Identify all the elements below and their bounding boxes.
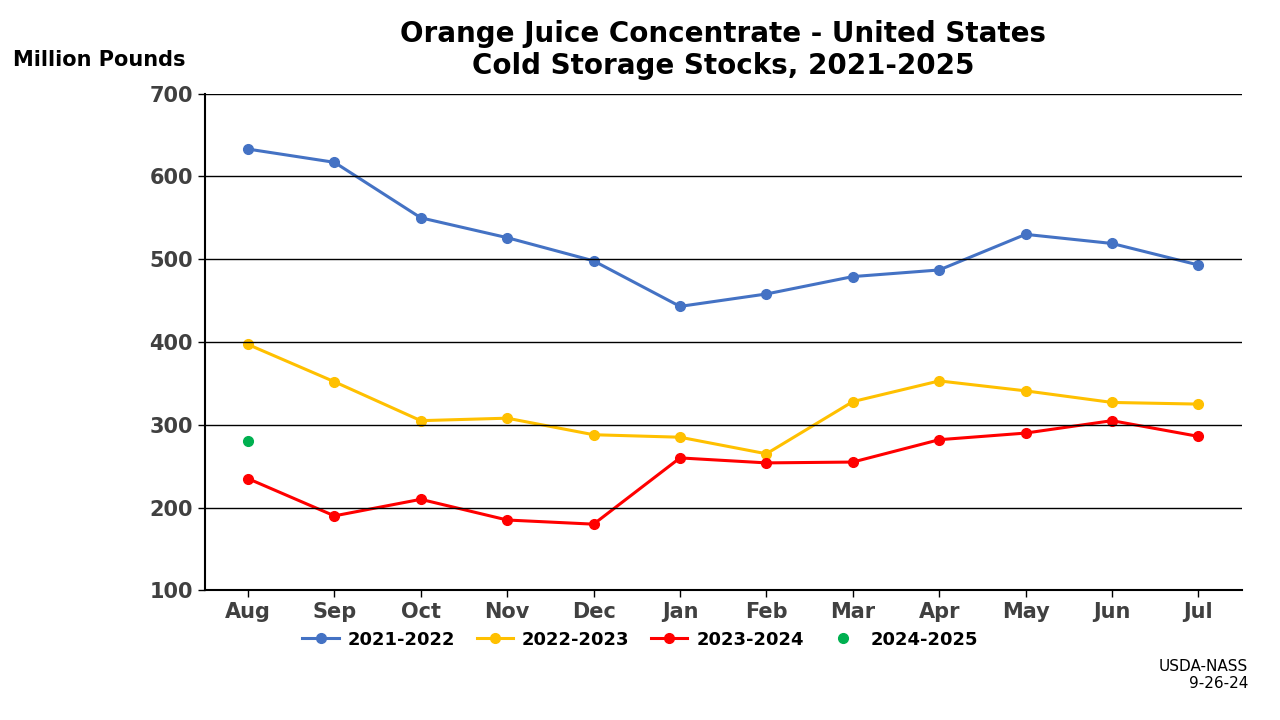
2023-2024 bbox=[241, 474, 256, 483]
2023-2024 bbox=[672, 454, 687, 462]
2021-2022 bbox=[413, 213, 429, 222]
2023-2024 bbox=[326, 511, 342, 520]
2021-2022 bbox=[1190, 261, 1206, 269]
2022-2023 bbox=[932, 377, 947, 385]
2023-2024 bbox=[1105, 416, 1120, 425]
Text: Million Pounds: Million Pounds bbox=[13, 50, 186, 71]
2021-2022 bbox=[241, 145, 256, 153]
Line: 2023-2024: 2023-2024 bbox=[243, 415, 1203, 529]
Legend: 2021-2022, 2022-2023, 2023-2024, 2024-2025: 2021-2022, 2022-2023, 2023-2024, 2024-20… bbox=[296, 624, 986, 656]
2023-2024 bbox=[932, 436, 947, 444]
2023-2024 bbox=[759, 459, 774, 467]
2021-2022 bbox=[759, 289, 774, 298]
2023-2024 bbox=[1190, 432, 1206, 441]
2023-2024 bbox=[499, 516, 515, 524]
Line: 2021-2022: 2021-2022 bbox=[243, 144, 1203, 311]
2023-2024 bbox=[586, 520, 602, 528]
2021-2022 bbox=[586, 256, 602, 265]
2021-2022 bbox=[1018, 230, 1033, 239]
2022-2023 bbox=[1105, 398, 1120, 407]
2022-2023 bbox=[499, 414, 515, 423]
2022-2023 bbox=[672, 433, 687, 441]
2022-2023 bbox=[413, 416, 429, 425]
2023-2024 bbox=[413, 495, 429, 504]
2022-2023 bbox=[1190, 400, 1206, 408]
2021-2022 bbox=[845, 272, 860, 281]
2021-2022 bbox=[499, 233, 515, 242]
2022-2023 bbox=[586, 431, 602, 439]
2022-2023 bbox=[845, 397, 860, 406]
2021-2022 bbox=[672, 302, 687, 311]
2022-2023 bbox=[326, 377, 342, 386]
2022-2023 bbox=[241, 340, 256, 348]
2022-2023 bbox=[1018, 387, 1033, 395]
Title: Orange Juice Concentrate - United States
Cold Storage Stocks, 2021-2025: Orange Juice Concentrate - United States… bbox=[401, 19, 1046, 80]
2021-2022 bbox=[1105, 239, 1120, 248]
Text: USDA-NASS
9-26-24: USDA-NASS 9-26-24 bbox=[1158, 659, 1248, 691]
2023-2024 bbox=[845, 458, 860, 467]
2022-2023 bbox=[759, 449, 774, 458]
2021-2022 bbox=[932, 266, 947, 274]
Line: 2022-2023: 2022-2023 bbox=[243, 340, 1203, 459]
2023-2024 bbox=[1018, 428, 1033, 437]
2021-2022 bbox=[326, 158, 342, 166]
